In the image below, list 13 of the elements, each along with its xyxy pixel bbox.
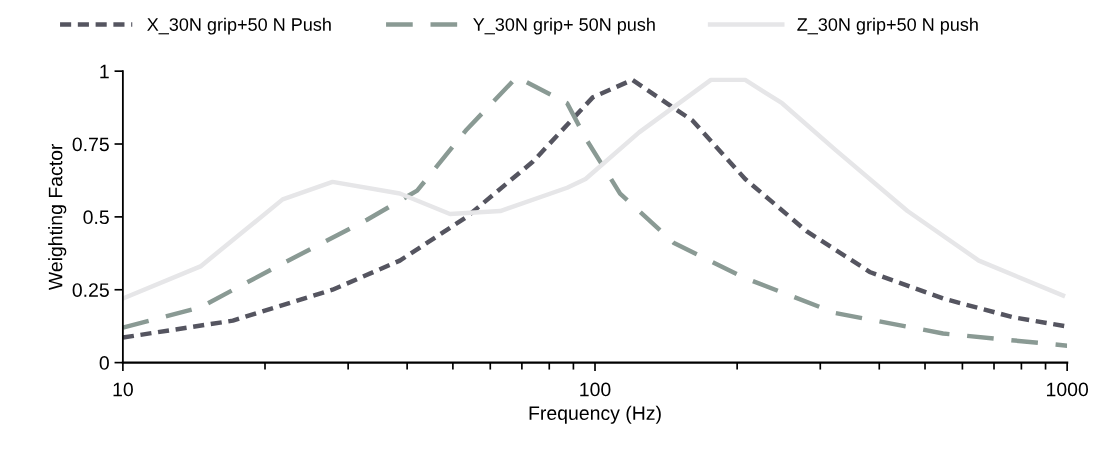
y-tick-label: 0.5 [83, 210, 109, 225]
legend-label: X_30N grip+50 N Push [147, 17, 331, 35]
y-axis-title: Weighting Factor [48, 143, 67, 291]
legend-label: Z_30N grip+50 N push [797, 17, 978, 35]
y-tick-label: 0.75 [72, 137, 109, 152]
x-tick-label: 1000 [1047, 382, 1089, 397]
y-tick-label: 0.25 [72, 283, 109, 297]
legend-label: Y_30N grip+ 50N push [473, 17, 655, 35]
y-tick-label: 1 [100, 64, 109, 79]
x-axis-title: Frequency (Hz) [529, 405, 661, 424]
y-tick-label: 0 [99, 356, 109, 370]
x-tick-label: 100 [580, 382, 611, 397]
x-tick-label: 10 [113, 382, 133, 397]
